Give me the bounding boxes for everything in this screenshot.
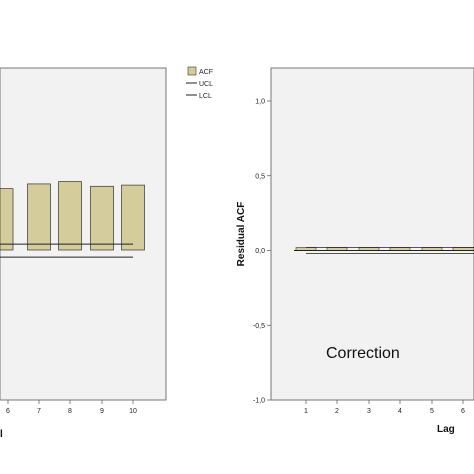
right-x-tick-label: 1 [304,408,308,415]
left-x-tick-label: 10 [129,408,137,415]
right-x-tick-label: 3 [367,408,371,415]
left-x-tick-label: 6 [6,408,10,415]
right-plot-area [270,67,474,401]
legend-ucl-label: UCL [199,81,213,88]
left-acf-bar [58,181,82,251]
left-bars [0,181,145,251]
left-x-tick-label: 7 [37,408,41,415]
right-x-axis-title: Lag [437,424,455,435]
left-acf-chart: 6 7 8 9 10 l ACF UCL LCL [0,66,213,440]
left-x-tick-label: 9 [100,408,104,415]
legend-acf-swatch [187,66,197,76]
left-acf-bar [0,188,14,251]
right-y-tick-label: -0,5 [253,323,265,330]
right-x-tick-label: 5 [430,408,434,415]
left-acf-bar [27,183,51,251]
right-x-tick-label: 4 [398,408,402,415]
right-y-axis-title: Residual ACF [236,202,247,267]
right-x-tick-label: 2 [335,408,339,415]
right-x-tick-label: 6 [461,408,465,415]
left-acf-bar [90,185,114,251]
right-x-ticks: 1 2 3 4 5 6 [304,400,465,415]
left-x-ticks: 6 7 8 9 10 [6,400,137,415]
left-x-tick-label: 8 [68,408,72,415]
right-y-tick-label: 1,0 [255,99,265,106]
right-confidence-lines [294,247,474,254]
right-y-tick-label: 0,0 [255,248,265,255]
right-y-ticks: -1,0 -0,5 0,0 0,5 1,0 [253,99,271,405]
right-y-tick-label: -1,0 [253,398,265,405]
legend-lcl-label: LCL [199,93,212,100]
right-y-tick-label: 0,5 [255,173,265,180]
right-acf-chart: -1,0 -0,5 0,0 0,5 1,0 1 2 3 4 5 6 Residual ACF La… [236,67,474,435]
correction-annotation: Correction [326,345,400,362]
left-x-axis-title: l [0,429,3,440]
legend: ACF UCL LCL [186,66,213,100]
left-acf-bar [121,184,145,251]
left-confidence-lines [0,243,133,258]
legend-acf-label: ACF [199,69,213,76]
